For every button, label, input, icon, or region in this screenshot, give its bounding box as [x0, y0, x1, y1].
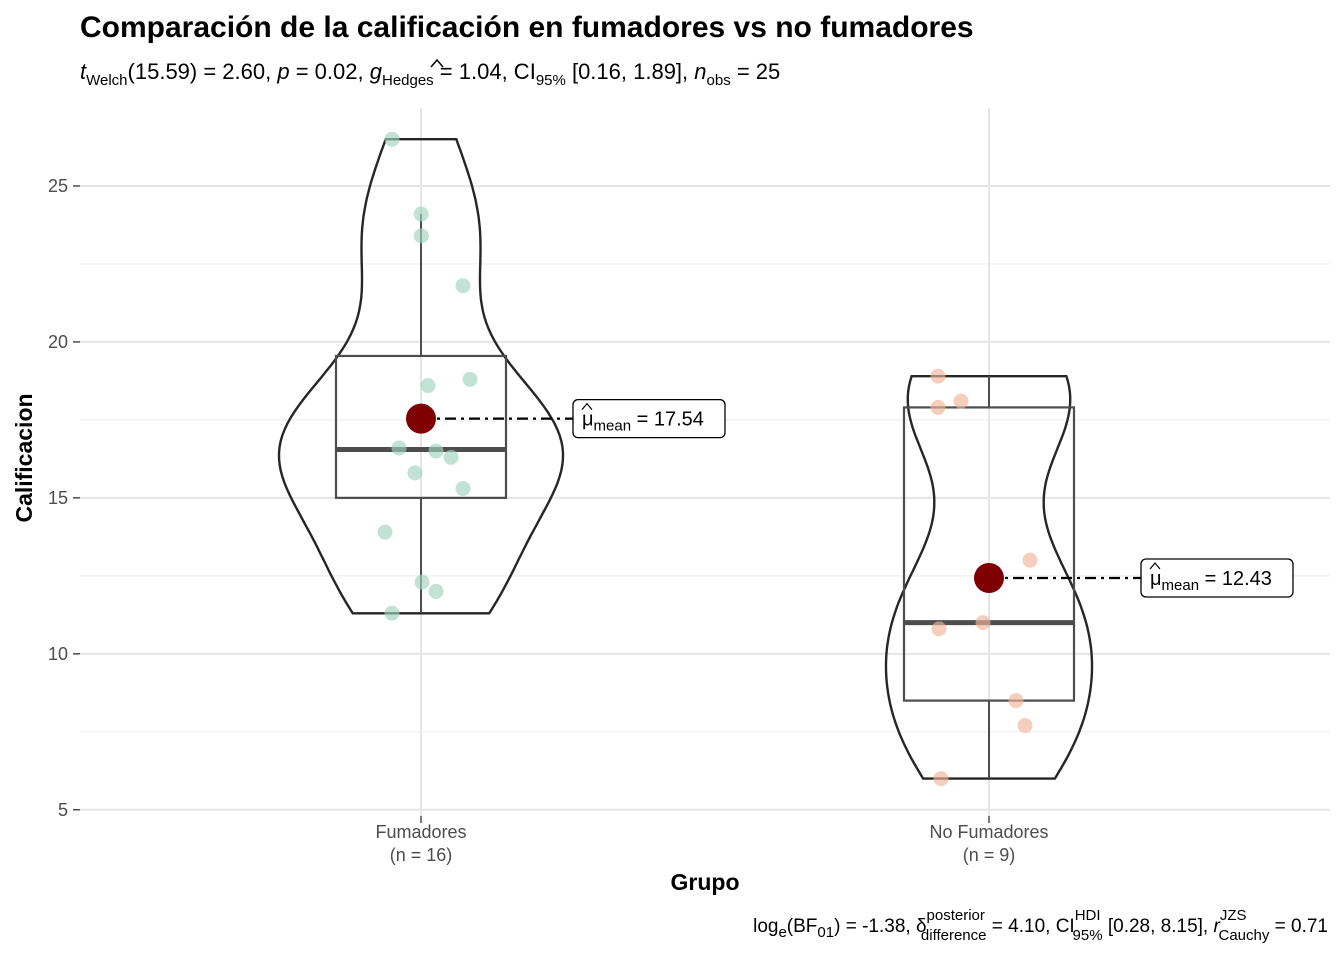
data-point — [975, 615, 991, 631]
data-point — [1022, 552, 1038, 568]
y-tick-label: 10 — [48, 644, 68, 664]
data-point — [428, 583, 444, 599]
data-point — [933, 771, 949, 787]
x-tick-n-label: (n = 16) — [390, 845, 453, 865]
y-axis-title: Calificacion — [11, 393, 37, 522]
subtitle-ci-sub: 95% — [536, 72, 566, 89]
caption-ci-sup: HDI — [1075, 907, 1101, 924]
subtitle-t-label: t — [80, 59, 87, 84]
subtitle-p-label: p — [276, 59, 289, 84]
data-point — [413, 228, 429, 244]
y-tick-label: 5 — [58, 800, 68, 820]
x-axis-title: Grupo — [671, 869, 740, 895]
chart-title: Comparación de la calificación en fumado… — [80, 11, 974, 44]
caption-log-label: log — [753, 916, 778, 937]
subtitle-t-sub: Welch — [86, 72, 127, 89]
data-point — [428, 443, 444, 459]
mean-point — [974, 563, 1004, 594]
chart-caption: loge(BF01) = -1.38, δposterior difference… — [753, 907, 1328, 944]
mean-label: μmean = 17.54 — [582, 409, 704, 435]
data-point — [455, 278, 471, 294]
mean-label-box — [572, 398, 726, 439]
data-point — [377, 524, 393, 540]
caption-r-value: = 0.71 — [1269, 916, 1328, 937]
data-point — [455, 481, 471, 497]
data-point — [1008, 693, 1024, 709]
caption-ci-value: [0.28, 8.15], — [1103, 916, 1214, 937]
data-point — [413, 206, 429, 222]
caption-r-sup: JZS — [1220, 907, 1247, 924]
data-point — [931, 621, 947, 637]
data-point — [384, 605, 400, 621]
mean-label-sub: mean — [1162, 577, 1200, 594]
chart-subtitle: tWelch(15.59) = 2.60, p = 0.02, gHedges … — [80, 59, 780, 89]
mean-label-mu: μ — [582, 409, 594, 431]
x-tick-n-label: (n = 9) — [963, 845, 1016, 865]
mu-hat-icon — [581, 402, 593, 411]
box — [902, 406, 1076, 702]
y-tick-label: 20 — [48, 332, 68, 352]
caption-log-sub: e — [778, 924, 786, 941]
subtitle-p-value: = 0.02, — [290, 59, 370, 84]
data-point — [953, 393, 969, 409]
subtitle-t-value: (15.59) = 2.60, — [128, 59, 278, 84]
data-point — [391, 440, 407, 456]
mean-label-value: = 17.54 — [631, 409, 704, 431]
caption-r-sub: Cauchy — [1219, 927, 1270, 944]
caption-delta-sup: posterior — [927, 907, 985, 924]
data-point — [420, 378, 436, 394]
data-point — [930, 399, 946, 415]
caption-bf-open: (BF — [787, 916, 818, 937]
caption-ci-sub: 95% — [1073, 927, 1103, 944]
subtitle-g-value: = 1.04, CI — [434, 59, 536, 84]
mean-label-box — [1140, 558, 1294, 598]
data-point — [443, 449, 459, 465]
caption-delta-sub: difference — [921, 927, 987, 944]
subtitle-g-label: g — [370, 59, 383, 84]
data-point — [462, 371, 478, 387]
subtitle-n-sub: obs — [707, 72, 731, 89]
caption-delta-label: δ — [916, 916, 927, 937]
subtitle-ci-value: [0.16, 1.89], — [566, 59, 694, 84]
axes: 5 10 15 20 25 Fumadores (n = 16) No Fumadores (n… — [48, 176, 1049, 865]
caption-r-label: r — [1214, 916, 1221, 937]
mean-label-sub: mean — [594, 418, 632, 435]
mean-point — [406, 403, 436, 434]
data-point — [1017, 718, 1033, 734]
caption-bf-sub: 01 — [817, 924, 834, 941]
x-tick-label: No Fumadores — [929, 822, 1048, 842]
data-point — [414, 574, 430, 590]
mean-label: μmean = 12.43 — [1150, 568, 1272, 594]
data-point — [930, 368, 946, 384]
mean-label-value: = 12.43 — [1199, 568, 1272, 590]
y-tick-label: 25 — [48, 176, 68, 196]
g-hat-icon — [430, 58, 444, 68]
subtitle-n-value: = 25 — [731, 59, 781, 84]
violin-outline — [884, 375, 1094, 780]
gridlines — [80, 108, 1330, 816]
caption-bf-value: ) = -1.38, — [834, 916, 916, 937]
data-point — [407, 465, 423, 481]
y-tick-label: 15 — [48, 488, 68, 508]
box — [334, 354, 508, 499]
caption-delta-value: = 4.10, CI — [987, 916, 1075, 937]
x-tick-label: Fumadores — [375, 822, 466, 842]
subtitle-g-sub: Hedges — [382, 72, 434, 89]
mu-hat-icon — [1149, 562, 1161, 570]
subtitle-n-label: n — [694, 59, 706, 84]
data-point — [384, 131, 400, 147]
mean-label-mu: μ — [1150, 568, 1162, 590]
